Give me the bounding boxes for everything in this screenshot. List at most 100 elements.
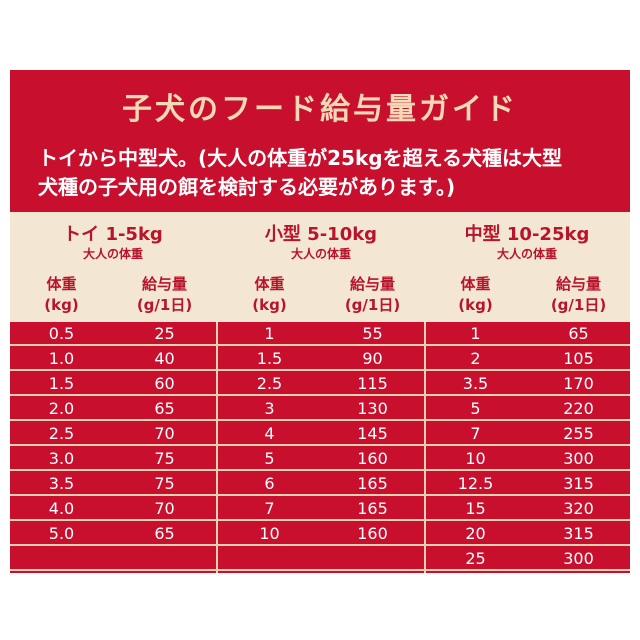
group-header-toy: トイ 1-5kg 大人の体重 体重 (kg) 給与量 (g/1日)	[10, 212, 216, 322]
weight-cell: 1	[264, 324, 275, 343]
table-row: 2.5 70 4 145 7 255	[10, 424, 630, 446]
amount-cell	[321, 549, 424, 569]
weight-cell: 1.5	[48, 374, 75, 393]
table-row: 2.0 65 3 130 5 220	[10, 399, 630, 421]
amount-cell: 65	[154, 399, 175, 418]
feeding-guide-card: 子犬のフード給与量ガイド トイから中型犬。(大人の体重が25kgを超える犬種は大…	[10, 70, 630, 573]
table-row: 5.0 65 10 160 20 315	[10, 524, 630, 546]
amount-cell: 105	[563, 349, 594, 368]
group-subtitle: 大人の体重	[496, 247, 557, 261]
column-divider	[424, 322, 426, 573]
amount-cell: 160	[357, 449, 388, 468]
group-header-medium: 中型 10-25kg 大人の体重 体重 (kg) 給与量 (g/1日)	[424, 212, 630, 322]
weight-cell: 1	[470, 324, 481, 343]
weight-cell: 2.5	[48, 424, 75, 443]
amount-cell: 130	[357, 399, 388, 418]
page-title: 子犬のフード給与量ガイド	[122, 92, 518, 127]
weight-cell: 3.0	[48, 449, 75, 468]
subtitle-line: トイから中型犬。(大人の体重が25kgを超える犬種は大型	[38, 146, 562, 170]
amount-cell: 115	[357, 374, 388, 393]
amount-cell: 55	[362, 324, 383, 343]
group-title: トイ 1-5kg	[63, 224, 163, 245]
weight-cell: 5	[470, 399, 481, 418]
column-header-unit: (kg)	[458, 296, 493, 314]
amount-column-header: 給与量 (g/1日)	[113, 274, 216, 316]
weight-cell: 1.5	[256, 349, 283, 368]
column-header-unit: (g/1日)	[550, 296, 607, 314]
amount-cell: 320	[563, 499, 594, 518]
column-header-label: 体重	[254, 275, 285, 293]
table-header: トイ 1-5kg 大人の体重 体重 (kg) 給与量 (g/1日) 小型 5-1…	[10, 212, 630, 322]
table-row: 0.5 25 1 55 1 65	[10, 324, 630, 346]
weight-cell: 4	[264, 424, 275, 443]
column-header-label: 給与量	[555, 275, 601, 293]
weight-cell: 25	[465, 549, 486, 568]
amount-cell: 160	[357, 524, 388, 543]
amount-cell: 60	[154, 374, 175, 393]
amount-cell: 70	[154, 424, 175, 443]
amount-cell: 65	[154, 524, 175, 543]
group-title: 小型 5-10kg	[264, 224, 378, 245]
weight-cell: 7	[470, 424, 481, 443]
group-subtitle: 大人の体重	[82, 247, 143, 261]
amount-column-header: 給与量 (g/1日)	[527, 274, 630, 316]
amount-cell	[113, 549, 216, 569]
amount-cell: 25	[154, 324, 175, 343]
amount-cell: 40	[154, 349, 175, 368]
column-header-unit: (kg)	[252, 296, 287, 314]
amount-column-header: 給与量 (g/1日)	[321, 274, 424, 316]
group-title: 中型 10-25kg	[464, 224, 590, 245]
subtitle-line: 犬種の子犬用の餌を検討する必要があります。)	[38, 175, 456, 199]
weight-cell: 10	[259, 524, 280, 543]
column-header-label: 体重	[46, 275, 77, 293]
weight-cell: 10	[465, 449, 486, 468]
weight-cell: 3	[264, 399, 275, 418]
weight-column-header: 体重 (kg)	[218, 274, 321, 316]
weight-cell: 20	[465, 524, 486, 543]
table-row: 3.0 75 5 160 10 300	[10, 449, 630, 471]
weight-cell: 2	[470, 349, 481, 368]
column-header-unit: (g/1日)	[344, 296, 401, 314]
subtitle: トイから中型犬。(大人の体重が25kgを超える犬種は大型 犬種の子犬用の餌を検討…	[38, 144, 618, 202]
amount-cell: 145	[357, 424, 388, 443]
weight-column-header: 体重 (kg)	[424, 274, 527, 316]
amount-cell: 75	[154, 474, 175, 493]
table-row: 25 300	[10, 549, 630, 571]
weight-cell	[218, 549, 321, 569]
weight-column-header: 体重 (kg)	[10, 274, 113, 316]
weight-cell: 0.5	[48, 324, 75, 343]
amount-cell: 170	[563, 374, 594, 393]
weight-cell: 2.5	[256, 374, 283, 393]
column-header-label: 体重	[460, 275, 491, 293]
amount-cell: 165	[357, 474, 388, 493]
amount-cell: 65	[568, 324, 589, 343]
weight-cell: 5.0	[48, 524, 75, 543]
column-header-label: 給与量	[349, 275, 395, 293]
table-body: 0.5 25 1 55 1 65 1.0 40 1.5 90 2 105 1.5 60 2.5 115 3.5 1…	[10, 322, 630, 573]
amount-cell: 255	[563, 424, 594, 443]
weight-cell: 12.5	[457, 474, 494, 493]
weight-cell: 4.0	[48, 499, 75, 518]
amount-cell: 300	[563, 549, 594, 568]
amount-cell: 315	[563, 474, 594, 493]
column-divider	[216, 322, 218, 573]
amount-cell: 300	[563, 449, 594, 468]
amount-cell: 165	[357, 499, 388, 518]
group-header-small: 小型 5-10kg 大人の体重 体重 (kg) 給与量 (g/1日)	[218, 212, 424, 322]
table-row: 3.5 75 6 165 12.5 315	[10, 474, 630, 496]
weight-cell: 15	[465, 499, 486, 518]
amount-cell: 70	[154, 499, 175, 518]
weight-cell: 1.0	[48, 349, 75, 368]
weight-cell: 7	[264, 499, 275, 518]
amount-cell: 90	[362, 349, 383, 368]
weight-cell: 6	[264, 474, 275, 493]
table-row: 4.0 70 7 165 15 320	[10, 499, 630, 521]
weight-cell: 2.0	[48, 399, 75, 418]
column-header-unit: (g/1日)	[136, 296, 193, 314]
table-row: 1.5 60 2.5 115 3.5 170	[10, 374, 630, 396]
column-header-label: 給与量	[141, 275, 187, 293]
amount-cell: 75	[154, 449, 175, 468]
table-row: 1.0 40 1.5 90 2 105	[10, 349, 630, 371]
column-header-unit: (kg)	[44, 296, 79, 314]
weight-cell: 5	[264, 449, 275, 468]
